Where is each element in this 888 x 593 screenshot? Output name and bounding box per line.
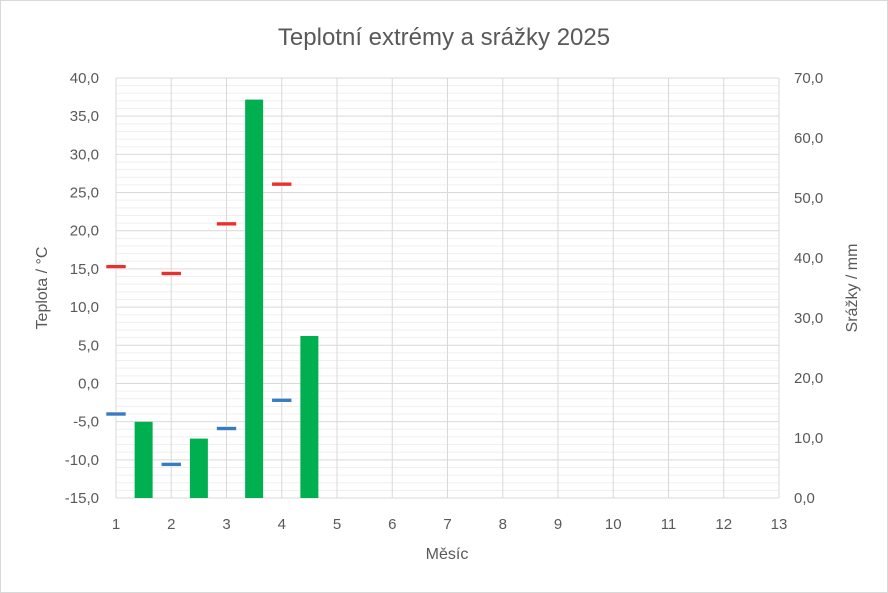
y-left-tick-label: 10,0	[70, 299, 99, 316]
x-tick-label: 12	[715, 516, 732, 533]
x-tick-label: 6	[388, 516, 396, 533]
y-left-tick-label: 5,0	[78, 337, 99, 354]
y-left-tick-label: 20,0	[70, 223, 99, 240]
y-right-tick-label: 20,0	[794, 370, 823, 387]
x-tick-label: 13	[771, 516, 788, 533]
x-tick-label: 5	[333, 516, 341, 533]
y-left-tick-label: 15,0	[70, 261, 99, 278]
x-tick-label: 10	[605, 516, 622, 533]
y-left-tick-label: 35,0	[70, 108, 99, 125]
y-axis-right-title: Srážky / mm	[844, 244, 861, 333]
x-tick-label: 7	[443, 516, 451, 533]
temperature-marker	[216, 221, 237, 227]
x-tick-label: 2	[167, 516, 175, 533]
y-axis-left-title: Teplota / °C	[34, 247, 51, 330]
grid-layer	[115, 77, 780, 499]
temperature-marker	[271, 397, 293, 403]
y-left-tick-label: -15,0	[65, 490, 99, 507]
y-left-tick-label: -5,0	[73, 414, 99, 431]
ticks-layer: 40,035,030,025,020,015,010,05,00,0-5,0-1…	[65, 70, 823, 533]
bars-layer	[134, 99, 319, 498]
y-left-tick-label: 25,0	[70, 185, 99, 202]
y-right-tick-label: 0,0	[794, 490, 815, 507]
x-tick-label: 9	[554, 516, 562, 533]
y-left-tick-label: -10,0	[65, 452, 99, 469]
markers-layer	[105, 181, 293, 467]
x-tick-label: 8	[499, 516, 507, 533]
x-tick-label: 11	[661, 516, 677, 533]
y-right-tick-label: 60,0	[794, 130, 823, 147]
y-right-tick-label: 40,0	[794, 250, 823, 267]
y-right-tick-label: 10,0	[794, 430, 823, 447]
y-left-tick-label: 40,0	[70, 70, 99, 87]
x-tick-label: 1	[112, 516, 120, 533]
x-tick-label: 3	[222, 516, 230, 533]
y-right-tick-label: 30,0	[794, 310, 823, 327]
temperature-marker	[105, 411, 127, 417]
temperature-marker	[160, 462, 182, 467]
temperature-marker	[216, 426, 237, 431]
y-right-tick-label: 50,0	[794, 190, 823, 207]
y-left-tick-label: 0,0	[78, 375, 99, 392]
temperature-marker	[160, 271, 182, 276]
x-axis-title: Měsíc	[426, 546, 469, 563]
chart-title: Teplotní extrémy a srážky 2025	[278, 24, 610, 51]
y-left-tick-label: 30,0	[70, 146, 99, 163]
precipitation-bar	[189, 438, 208, 498]
x-tick-label: 4	[278, 516, 286, 533]
temperature-marker	[105, 264, 127, 269]
temperature-marker	[271, 181, 293, 187]
precipitation-bar	[300, 336, 319, 498]
y-right-tick-label: 70,0	[794, 70, 823, 87]
precipitation-bar	[245, 99, 264, 498]
precipitation-bar	[134, 421, 153, 498]
